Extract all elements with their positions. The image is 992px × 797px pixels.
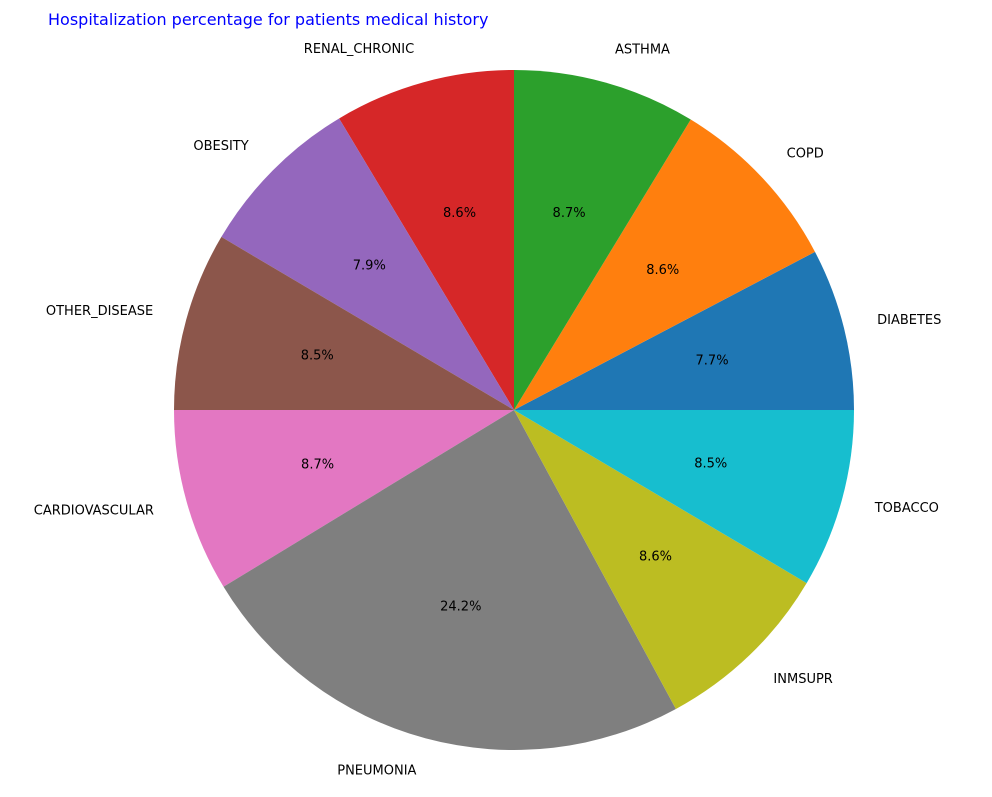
pie-slices <box>174 70 854 750</box>
pie-slice-asthma <box>514 70 691 410</box>
pct-label-copd: 8.6% <box>646 263 679 278</box>
pie-slice-renal-chronic <box>339 70 514 410</box>
category-label-inmsupr: INMSUPR <box>773 672 832 687</box>
pie-slice-tobacco <box>514 410 854 584</box>
category-label-obesity: OBESITY <box>193 139 248 154</box>
category-label-copd: COPD <box>787 146 824 161</box>
category-label-diabetes: DIABETES <box>877 313 941 328</box>
percentage-labels: 7.7% 8.6% 8.7% 8.6% 7.9% 8.5% 8.7% 24.2% 8.6% 8.5… <box>301 206 729 615</box>
chart-title: Hospitalization percentage for patients … <box>48 10 489 29</box>
pie-slice-pneumonia <box>223 410 676 750</box>
pct-label-inmsupr: 8.6% <box>639 549 672 564</box>
pct-label-asthma: 8.7% <box>553 206 586 221</box>
pct-label-renal-chronic: 8.6% <box>443 206 476 221</box>
pct-label-obesity: 7.9% <box>353 259 386 274</box>
pct-label-other-disease: 8.5% <box>301 349 334 364</box>
pie-slice-diabetes <box>514 251 854 410</box>
category-label-asthma: ASTHMA <box>615 42 670 57</box>
pie-slice-copd <box>514 119 815 411</box>
category-labels: DIABETES COPD ASTHMA RENAL_CHRONIC OBESITY OT… <box>34 42 942 778</box>
pct-label-tobacco: 8.5% <box>694 456 727 471</box>
category-label-other-disease: OTHER_DISEASE <box>46 304 153 319</box>
pie-slice-cardiovascular <box>174 410 514 587</box>
pie-slice-obesity <box>221 118 514 411</box>
category-label-tobacco: TOBACCO <box>874 501 939 516</box>
pct-label-diabetes: 7.7% <box>696 354 729 369</box>
pie-slice-other-disease <box>174 236 514 410</box>
pct-label-pneumonia: 24.2% <box>440 599 481 614</box>
category-label-cardiovascular: CARDIOVASCULAR <box>34 503 154 518</box>
pct-label-cardiovascular: 8.7% <box>301 458 334 473</box>
pie-slice-inmsupr <box>514 410 807 709</box>
category-label-pneumonia: PNEUMONIA <box>337 764 416 779</box>
category-label-renal-chronic: RENAL_CHRONIC <box>304 42 414 57</box>
